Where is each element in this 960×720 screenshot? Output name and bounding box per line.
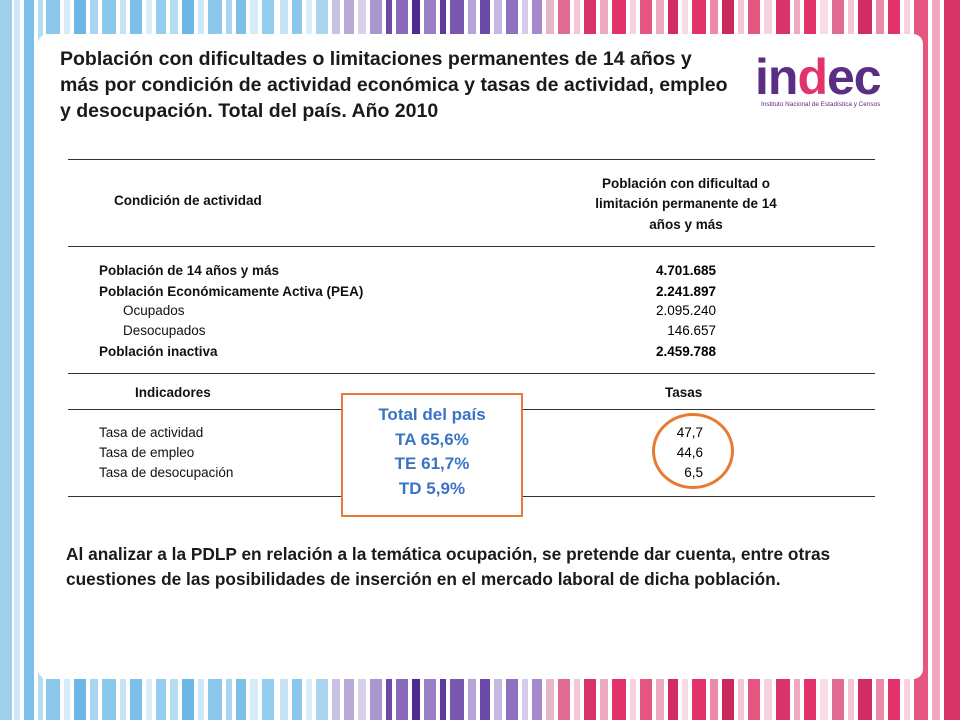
total-pais-callout: Total del país TA 65,6% TE 61,7% TD 5,9%: [341, 393, 523, 517]
table-rule-header: [68, 246, 875, 247]
row-value: 2.241.897: [655, 284, 716, 299]
row-value: 2.459.788: [655, 344, 716, 359]
row-label: Ocupados: [123, 303, 185, 318]
header-poblacion-line2: limitación permanente de 14: [595, 196, 777, 211]
header-poblacion-line3: años y más: [649, 217, 723, 232]
header-poblacion-line1: Población con dificultad o: [601, 176, 770, 191]
callout-ta: TA 65,6%: [395, 429, 469, 449]
row-label: Población inactiva: [99, 344, 218, 359]
header-condicion: Condición de actividad: [114, 193, 262, 208]
callout-td: TD 5,9%: [398, 478, 466, 498]
logo-subtitle: Instituto Nacional de Estadística y Cens…: [761, 101, 881, 108]
logo-word-accent: d: [797, 49, 828, 105]
row-value: 2.095.240: [655, 303, 716, 318]
row-label: Población Económicamente Activa (PEA): [99, 284, 364, 299]
logo-word-tail: ec: [826, 49, 882, 105]
row-value: 146.657: [667, 323, 716, 338]
slide-card: [38, 34, 923, 679]
table-rule-top: [68, 159, 875, 160]
callout-title: Total del país: [378, 405, 486, 424]
callout-te: TE 61,7%: [394, 454, 470, 473]
indec-logo: indec Instituto Nacional de Estadística …: [755, 52, 905, 112]
row-label: Población de 14 años y más: [99, 263, 280, 278]
analysis-paragraph: Al analizar a la PDLP en relación a la t…: [66, 544, 831, 589]
indicator-label: Tasa de actividad: [99, 425, 204, 440]
indicator-label: Tasa de desocupación: [99, 465, 234, 480]
logo-word-main: in: [755, 49, 798, 105]
slide-title: Población con dificultades o limitacione…: [60, 48, 728, 122]
header-tasas: Tasas: [665, 385, 703, 400]
header-indicadores: Indicadores: [135, 385, 211, 400]
rates-highlight-circle: [652, 413, 734, 489]
row-label: Desocupados: [123, 323, 206, 338]
indicator-label: Tasa de empleo: [99, 445, 195, 460]
table-rule-indicators-top: [68, 373, 875, 374]
row-value: 4.701.685: [655, 263, 716, 278]
